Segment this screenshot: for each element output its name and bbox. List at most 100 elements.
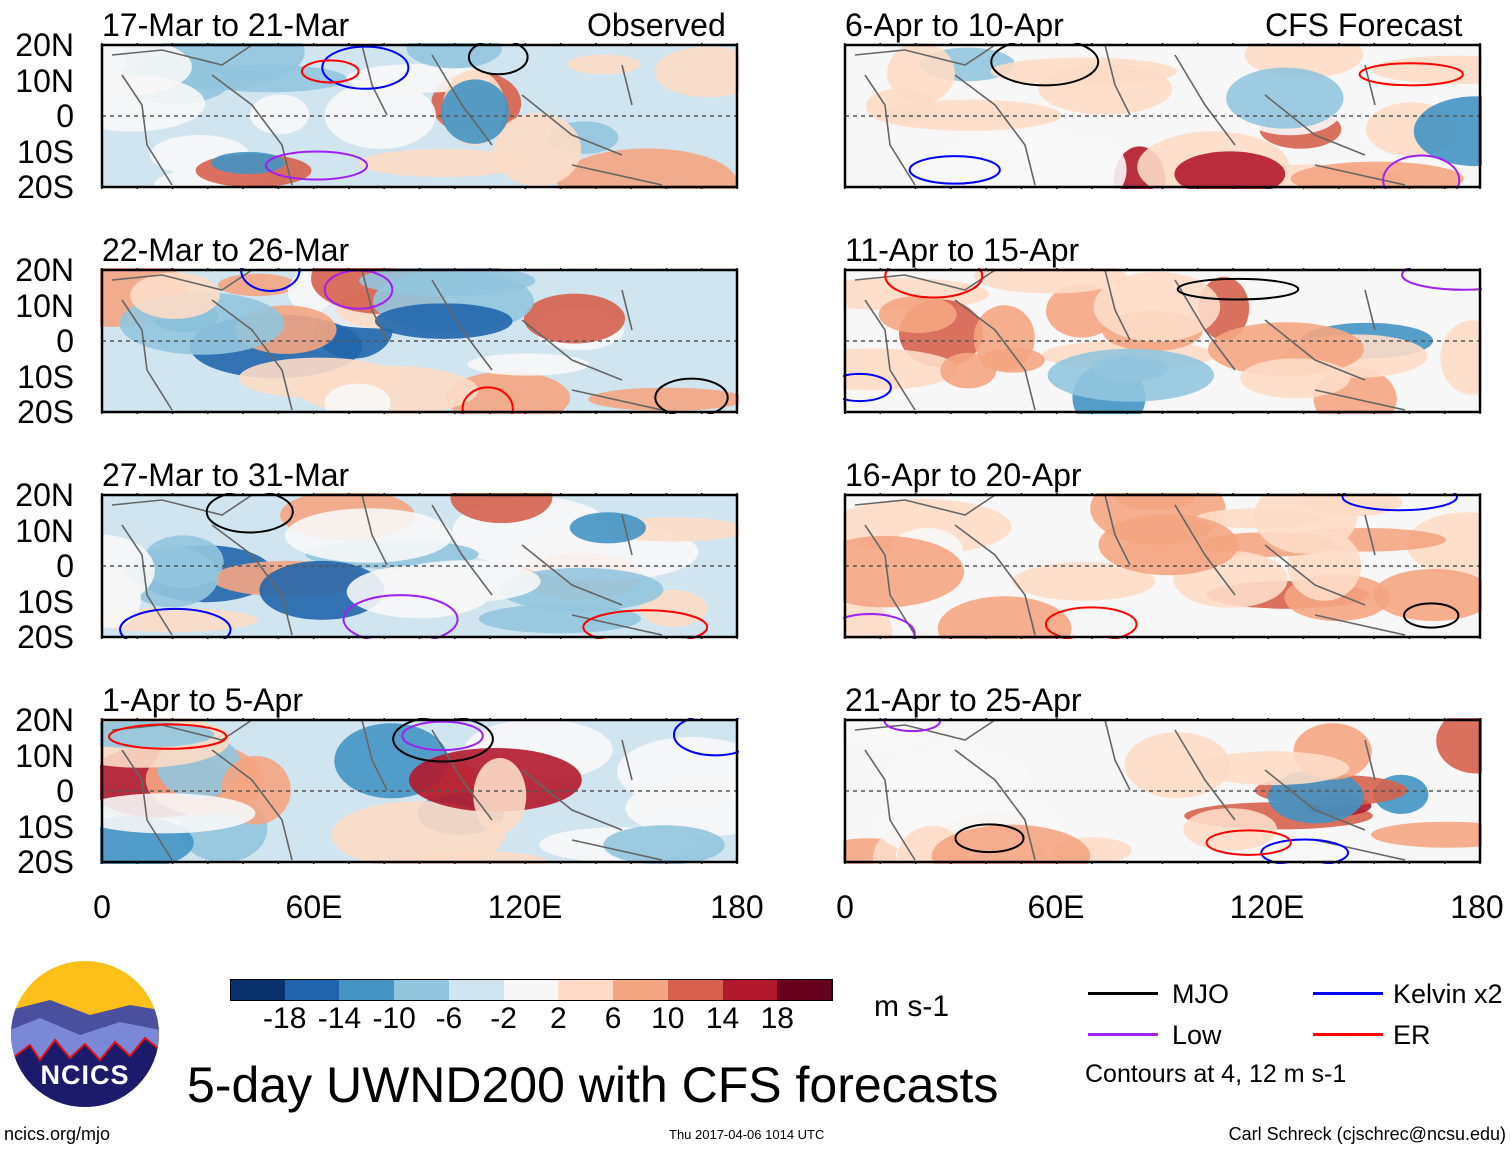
svg-text:NCICS: NCICS — [40, 1060, 129, 1090]
colorbar-tick-label: -10 — [372, 1002, 416, 1035]
map-panel-left-4 — [100, 718, 739, 864]
wind-anomaly-shading — [878, 295, 957, 334]
low-contour — [1400, 268, 1482, 291]
lat-label-1-2: 0 — [56, 98, 74, 134]
lat-label-1-1: 10N — [15, 62, 74, 99]
lat-label-4-0: 20N — [15, 702, 74, 738]
wind-anomaly-shading — [400, 850, 548, 864]
wind-anomaly-shading — [1240, 358, 1351, 399]
colorbar-swatch — [613, 979, 669, 1001]
coastlines — [111, 494, 663, 636]
wind-anomaly-shading — [843, 718, 943, 750]
wind-anomaly-shading — [931, 824, 1091, 864]
mjo-contour — [467, 43, 529, 76]
footer-url[interactable]: ncics.org/mjo — [4, 1124, 111, 1144]
wind-anomaly-shading — [1038, 63, 1173, 115]
kelvin-contour — [1260, 838, 1350, 864]
colorbar-tick-label: 14 — [705, 1002, 740, 1035]
colorbar-tick-label: -6 — [435, 1002, 463, 1035]
lat-label-3-3: 10S — [17, 583, 74, 620]
wind-anomaly-shading — [406, 43, 502, 69]
wind-anomaly-shading — [973, 305, 1035, 371]
er-contour — [1358, 62, 1464, 87]
panel-title-right-4: 21-Apr to 25-Apr — [845, 682, 1082, 718]
wind-anomaly-shading — [1093, 271, 1221, 342]
wind-anomaly-shading — [1440, 320, 1482, 395]
lat-label-2-3: 10S — [17, 358, 74, 395]
wind-anomaly-shading — [324, 81, 437, 149]
map-panel-right-3 — [843, 493, 1482, 639]
mjo-contour — [990, 43, 1100, 87]
wind-anomaly-shading — [1012, 562, 1156, 601]
panel-title-left-4: 1-Apr to 5-Apr — [102, 682, 303, 718]
wind-anomaly-shading — [331, 801, 506, 864]
lat-label-1-3: 10S — [17, 133, 74, 170]
colorbar-swatch — [230, 979, 286, 1001]
lat-label-3-4: 20S — [17, 619, 74, 655]
wind-anomaly-shading — [603, 825, 725, 864]
lat-label-2-0: 20N — [15, 252, 74, 288]
wind-anomaly-shading — [100, 43, 192, 97]
colorbar-swatch — [284, 979, 341, 1001]
legend-er-label: ER — [1393, 1020, 1431, 1050]
mjo-contour — [654, 377, 729, 414]
wind-anomaly-shading — [473, 757, 527, 834]
wind-anomaly-shading — [467, 353, 589, 376]
wind-anomaly-shading — [386, 560, 541, 603]
lat-label-4-2: 0 — [56, 773, 74, 809]
footer-timestamp: Thu 2017-04-06 1014 UTC — [669, 1127, 825, 1142]
wind-anomaly-shading — [1373, 569, 1482, 621]
mjo-contour — [954, 823, 1025, 854]
low-contour — [401, 720, 484, 752]
wind-anomaly-shading — [557, 148, 737, 189]
lat-label-1-0: 20N — [15, 27, 74, 63]
er-contour — [582, 609, 709, 639]
colorbar-tick-label: -18 — [263, 1002, 307, 1035]
wind-anomaly-shading — [250, 94, 310, 135]
lat-label-4-4: 20S — [17, 844, 74, 880]
wind-anomaly-shading — [211, 151, 285, 174]
wind-anomaly-shading — [625, 779, 739, 837]
kelvin-contour — [321, 45, 410, 90]
wind-anomaly-shading — [450, 493, 553, 524]
panel-title-left-1: 17-Mar to 21-Mar — [102, 7, 350, 43]
er-contour — [1205, 829, 1292, 856]
lon-label-right-60e: 60E — [1027, 889, 1085, 925]
legend-mjo-label: MJO — [1172, 979, 1229, 1009]
wind-anomaly-shading — [1098, 514, 1239, 576]
wind-anomaly-shading — [843, 348, 959, 391]
lon-label-left-120e: 120E — [487, 889, 563, 925]
wind-anomaly-shading — [1174, 151, 1286, 189]
wind-anomaly-shading — [974, 268, 1127, 294]
colorbar-tick-label: -14 — [317, 1002, 362, 1035]
wind-anomaly-shading — [100, 793, 256, 834]
colorbar-tick-label: 18 — [760, 1002, 794, 1035]
wind-anomaly-shading — [192, 64, 347, 93]
wind-anomaly-shading — [130, 272, 220, 319]
wind-anomaly-shading — [843, 535, 965, 608]
wind-anomaly-shading — [1047, 348, 1214, 402]
low-contour — [264, 150, 369, 181]
forecast-label: CFS Forecast — [1265, 7, 1463, 43]
wind-anomaly-shading — [1371, 821, 1482, 848]
colorbar-tick-label: 2 — [550, 1002, 567, 1035]
lat-label-4-1: 10N — [15, 737, 74, 774]
lon-label-right-180: 180 — [1450, 889, 1504, 925]
wind-anomaly-shading — [1254, 493, 1357, 554]
wind-anomaly-shading — [1436, 718, 1482, 774]
coastlines — [111, 269, 663, 411]
colorbar-swatch — [448, 979, 505, 1001]
er-contour — [300, 59, 360, 84]
wind-anomaly-shading — [493, 112, 582, 187]
panel-title-left-3: 27-Mar to 31-Mar — [102, 457, 350, 493]
contour-note: Contours at 4, 12 m s-1 — [1085, 1060, 1347, 1088]
panel-title-right-2: 11-Apr to 15-Apr — [845, 232, 1080, 268]
wind-anomaly-shading — [324, 383, 391, 414]
map-panel-left-2 — [100, 268, 739, 414]
lon-label-right-0: 0 — [836, 889, 854, 925]
low-contour — [342, 594, 459, 639]
colorbar-tick-label: 6 — [604, 1002, 622, 1035]
wind-anomaly-shading — [285, 508, 453, 563]
kelvin-contour — [908, 155, 1001, 185]
wind-anomaly-shading — [1124, 732, 1231, 799]
